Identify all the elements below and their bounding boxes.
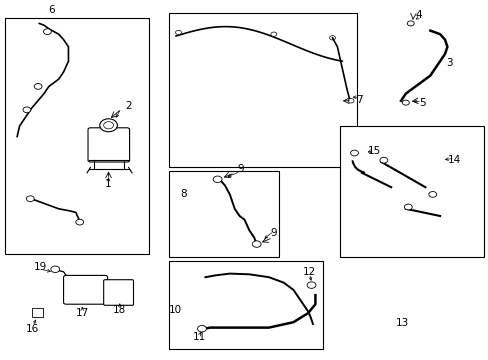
Text: 9: 9	[270, 228, 277, 238]
Text: 6: 6	[48, 5, 55, 15]
Circle shape	[306, 282, 315, 288]
Bar	[5, 18, 149, 254]
Circle shape	[43, 29, 51, 35]
Circle shape	[103, 122, 113, 129]
Circle shape	[347, 99, 353, 103]
Circle shape	[23, 107, 31, 113]
Bar	[168, 171, 278, 257]
Circle shape	[379, 157, 387, 163]
Circle shape	[26, 196, 34, 202]
Text: 10: 10	[168, 305, 181, 315]
Circle shape	[100, 119, 117, 132]
Text: 17: 17	[75, 308, 89, 318]
Text: 5: 5	[418, 98, 425, 108]
Circle shape	[407, 21, 413, 26]
Text: 9: 9	[237, 164, 244, 174]
Bar	[168, 13, 356, 167]
Circle shape	[428, 192, 436, 197]
Text: 12: 12	[302, 267, 316, 277]
Circle shape	[402, 100, 408, 105]
Circle shape	[350, 150, 358, 156]
Text: 4: 4	[415, 10, 422, 20]
Text: 18: 18	[113, 305, 126, 315]
FancyBboxPatch shape	[63, 275, 107, 304]
Text: 3: 3	[446, 58, 452, 68]
FancyArrowPatch shape	[352, 161, 363, 172]
Text: 11: 11	[192, 332, 206, 342]
FancyBboxPatch shape	[88, 128, 129, 162]
Circle shape	[252, 241, 261, 247]
Text: 7: 7	[356, 95, 363, 105]
Circle shape	[404, 204, 411, 210]
Text: 8: 8	[180, 189, 186, 199]
Circle shape	[270, 32, 276, 36]
Circle shape	[197, 325, 206, 332]
Circle shape	[213, 176, 222, 183]
Circle shape	[34, 84, 42, 89]
Bar	[339, 126, 483, 257]
Circle shape	[329, 36, 335, 40]
Text: 13: 13	[394, 318, 408, 328]
Bar	[168, 261, 322, 349]
Text: 16: 16	[26, 324, 40, 334]
Text: 19: 19	[34, 262, 47, 272]
Text: 15: 15	[367, 146, 381, 156]
Circle shape	[51, 266, 60, 273]
Circle shape	[76, 219, 83, 225]
FancyBboxPatch shape	[103, 280, 133, 305]
Bar	[32, 308, 42, 317]
Text: 2: 2	[124, 101, 131, 111]
Text: 1: 1	[105, 179, 112, 189]
Text: 14: 14	[447, 155, 461, 165]
Circle shape	[175, 30, 181, 35]
